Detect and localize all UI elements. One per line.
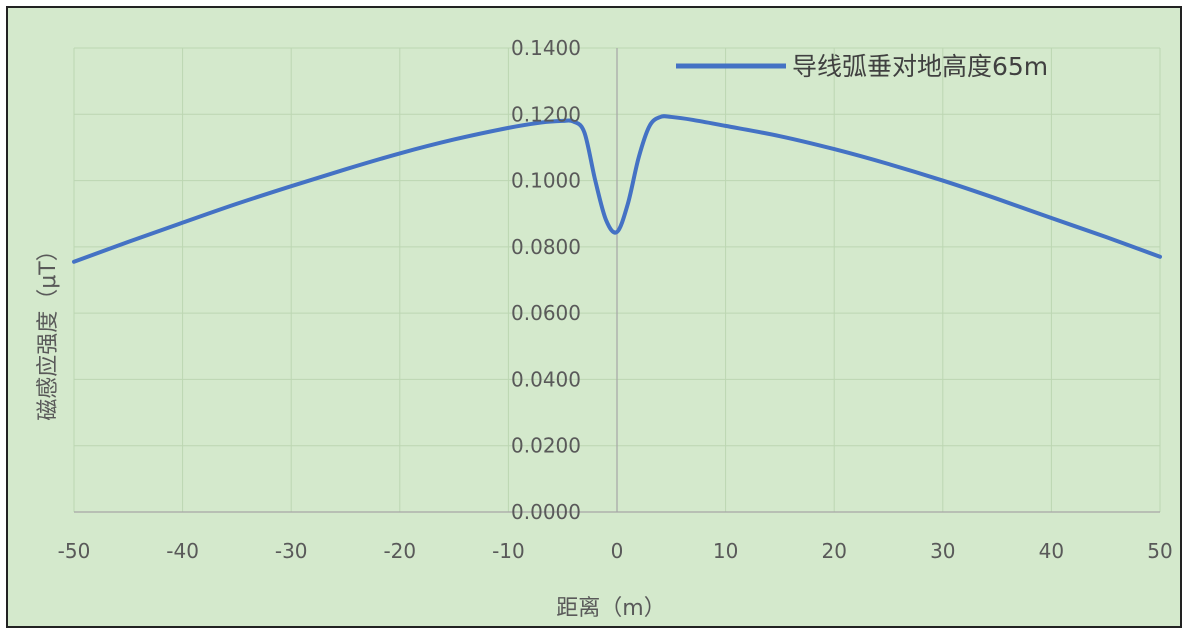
- x-tick-label: 40: [1039, 539, 1064, 563]
- x-tick-label: 0: [611, 539, 624, 563]
- y-tick-label: 0.1200: [511, 102, 581, 126]
- series-line: [72, 114, 1162, 264]
- legend-label: 导线弧垂对地高度65m: [792, 52, 1048, 81]
- gridlines: [73, 47, 1161, 512]
- y-tick-label: 0.0800: [511, 235, 581, 259]
- x-tick-label: -40: [166, 539, 199, 563]
- x-tick-label: 20: [821, 539, 846, 563]
- x-tick-label: -20: [383, 539, 416, 563]
- axes: [74, 48, 1160, 513]
- y-axis-title: 磁感应强度（μT）: [36, 239, 61, 420]
- x-tick-label: -10: [492, 539, 525, 563]
- x-tick-label: 10: [713, 539, 738, 563]
- y-tick-label: 0.0600: [511, 301, 581, 325]
- y-tick-label: 0.0400: [511, 367, 581, 391]
- y-tick-labels: 0.0000 0.0200 0.0400 0.0600 0.0800 0.1000 0.12…: [511, 36, 581, 524]
- x-tick-label: -50: [58, 539, 91, 563]
- y-tick-label: 0.1400: [511, 36, 581, 60]
- y-tick-label: 0.1000: [511, 169, 581, 193]
- y-tick-label: 0.0000: [511, 500, 581, 524]
- y-tick-label: 0.0200: [511, 434, 581, 458]
- x-tick-label: -30: [275, 539, 308, 563]
- x-axis-title: 距离（m）: [556, 596, 665, 621]
- x-tick-labels: -50 -40 -30 -20 -10 0 10 20 30 40 50: [58, 539, 1173, 563]
- chart-frame: [6, 6, 1182, 628]
- x-tick-label: 50: [1147, 539, 1172, 563]
- legend: 导线弧垂对地高度65m: [676, 52, 1048, 81]
- x-tick-label: 30: [930, 539, 955, 563]
- series-layer: [72, 114, 1162, 264]
